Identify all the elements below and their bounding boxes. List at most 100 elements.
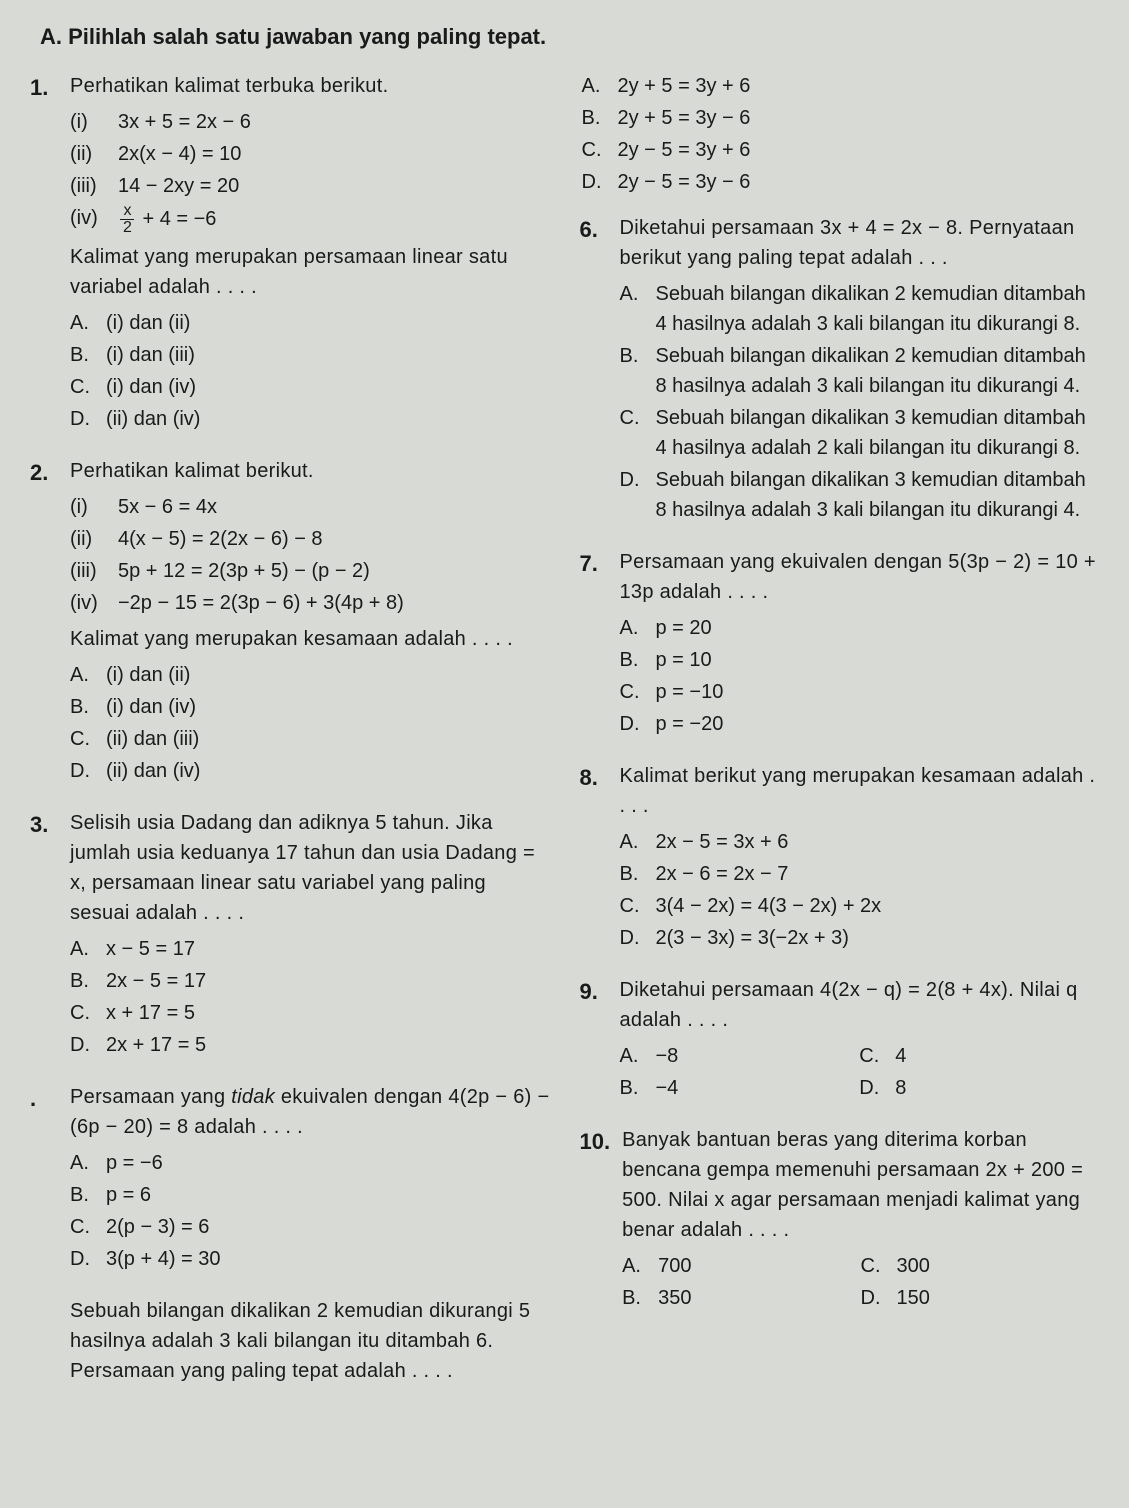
- option-text: 4: [895, 1041, 1099, 1071]
- option: C. 4: [859, 1041, 1099, 1071]
- option-label: C.: [70, 1212, 96, 1242]
- options: A.2x − 5 = 3x + 6B.2x − 6 = 2x − 7C.3(4 …: [620, 827, 1100, 953]
- sub-item-label: (ii): [70, 524, 110, 554]
- question: .Persamaan yang tidak ekuivalen dengan 4…: [30, 1082, 550, 1276]
- option-label: C.: [582, 135, 608, 165]
- option-label: C.: [620, 891, 646, 921]
- question-stem-2: Kalimat yang merupakan persamaan linear …: [70, 242, 550, 302]
- option-text: 150: [897, 1283, 1099, 1313]
- option-text: (ii) dan (iii): [106, 724, 550, 754]
- sub-item-label: (ii): [70, 139, 110, 169]
- option-label: D.: [582, 167, 608, 197]
- question-body: Persamaan yang tidak ekuivalen dengan 4(…: [70, 1082, 550, 1276]
- option-text: p = −6: [106, 1148, 550, 1178]
- question: 7.Persamaan yang ekuivalen dengan 5(3p −…: [580, 547, 1100, 741]
- option-label: D.: [861, 1283, 887, 1313]
- option: B. 2y + 5 = 3y − 6: [582, 103, 1100, 133]
- option: D. p = −20: [620, 709, 1100, 739]
- option: C.(i) dan (iv): [70, 372, 550, 402]
- option-label: B.: [70, 1180, 96, 1210]
- option-label: A.: [70, 934, 96, 964]
- option-text: 2x − 5 = 3x + 6: [656, 827, 1100, 857]
- sub-item-label: (iii): [70, 556, 110, 586]
- question-number: .: [30, 1082, 58, 1276]
- option-label: D.: [620, 709, 646, 739]
- sub-item: (iii) 5p + 12 = 2(3p + 5) − (p − 2): [70, 556, 550, 586]
- right-column: A. 2y + 5 = 3y + 6 B. 2y + 5 = 3y − 6 C. 2y −…: [580, 71, 1100, 1412]
- question-body: Persamaan yang ekuivalen dengan 5(3p − 2…: [620, 547, 1100, 741]
- options: A.Sebuah bilangan dikalikan 2 kemudian d…: [620, 279, 1100, 525]
- question-number: 9.: [580, 975, 608, 1105]
- option-label: C.: [70, 724, 96, 754]
- option-label: A.: [70, 308, 96, 338]
- question-stem: Banyak bantuan beras yang diterima korba…: [622, 1125, 1099, 1245]
- option: A.(i) dan (ii): [70, 660, 550, 690]
- question-body: Banyak bantuan beras yang diterima korba…: [622, 1125, 1099, 1315]
- option: B.p = 10: [620, 645, 1100, 675]
- option-text: 2y − 5 = 3y − 6: [618, 167, 1100, 197]
- option-label: A.: [582, 71, 608, 101]
- option: B.Sebuah bilangan dikalikan 2 kemudian d…: [620, 341, 1100, 401]
- option-label: B.: [620, 1073, 646, 1103]
- option-text: 2x − 6 = 2x − 7: [656, 859, 1100, 889]
- sub-item-text: −2p − 15 = 2(3p − 6) + 3(4p + 8): [118, 588, 404, 618]
- option-label: B.: [70, 692, 96, 722]
- option-text: 350: [658, 1283, 860, 1313]
- question: Sebuah bilangan dikalikan 2 kemudian dik…: [30, 1296, 550, 1392]
- option: D.(ii) dan (iv): [70, 404, 550, 434]
- option: A. 700: [622, 1251, 860, 1281]
- question: 3.Selisih usia Dadang dan adiknya 5 tahu…: [30, 808, 550, 1062]
- option-label: C.: [70, 372, 96, 402]
- sub-item-text: 5x − 6 = 4x: [118, 492, 217, 522]
- option-label: D.: [70, 1244, 96, 1274]
- sub-item: (ii)2x(x − 4) = 10: [70, 139, 550, 169]
- left-column: 1.Perhatikan kalimat terbuka berikut.(i)…: [30, 71, 550, 1412]
- option: B. (i) dan (iii): [70, 340, 550, 370]
- question-body: Diketahui persamaan 3x + 4 = 2x − 8. Per…: [620, 213, 1100, 527]
- option: C. (ii) dan (iii): [70, 724, 550, 754]
- option: C.3(4 − 2x) = 4(3 − 2x) + 2x: [620, 891, 1100, 921]
- option: D.8: [859, 1073, 1099, 1103]
- section-header: A. Pilihlah salah satu jawaban yang pali…: [30, 20, 1099, 53]
- option-label: B.: [70, 340, 96, 370]
- option-text: Sebuah bilangan dikalikan 3 kemudian dit…: [656, 465, 1100, 525]
- option: B.(i) dan (iv): [70, 692, 550, 722]
- option-text: p = 10: [656, 645, 1100, 675]
- option-text: 700: [658, 1251, 860, 1281]
- sub-item-text: 5p + 12 = 2(3p + 5) − (p − 2): [118, 556, 370, 586]
- option: B.−4: [620, 1073, 860, 1103]
- question: 10.Banyak bantuan beras yang diterima ko…: [580, 1125, 1100, 1315]
- question-stem: Perhatikan kalimat berikut.: [70, 456, 550, 486]
- option-text: 300: [897, 1251, 1099, 1281]
- option-text: (i) dan (iii): [106, 340, 550, 370]
- question: 9.Diketahui persamaan 4(2x − q) = 2(8 + …: [580, 975, 1100, 1105]
- option-label: B.: [582, 103, 608, 133]
- question: 8.Kalimat berikut yang merupakan kesamaa…: [580, 761, 1100, 955]
- option-label: B.: [622, 1283, 648, 1313]
- sub-items: (i)5x − 6 = 4x(ii)4(x − 5) = 2(2x − 6) −…: [70, 492, 550, 618]
- question-body: Sebuah bilangan dikalikan 2 kemudian dik…: [70, 1296, 550, 1392]
- option-label: D.: [620, 465, 646, 525]
- option-text: 3(p + 4) = 30: [106, 1244, 550, 1274]
- option: B.2x − 6 = 2x − 7: [620, 859, 1100, 889]
- sub-item-text: 4(x − 5) = 2(2x − 6) − 8: [118, 524, 323, 554]
- option: A. x − 5 = 17: [70, 934, 550, 964]
- option-text: 2x + 17 = 5: [106, 1030, 550, 1060]
- options: A.(i) dan (ii)B.(i) dan (iv)C. (ii) dan (…: [70, 660, 550, 786]
- options: A.x − 5 = 17B.2x − 5 = 17C.x + 17 = 5D.2…: [70, 934, 550, 1060]
- option-label: C.: [859, 1041, 885, 1071]
- option-text: 2y + 5 = 3y + 6: [618, 71, 1100, 101]
- option: D.2(3 − 3x) = 3(−2x + 3): [620, 923, 1100, 953]
- option: C.p = −10: [620, 677, 1100, 707]
- option-label: A.: [622, 1251, 648, 1281]
- option-text: 2x − 5 = 17: [106, 966, 550, 996]
- sub-item-text: 14 − 2xy = 20: [118, 171, 239, 201]
- option: A.2x − 5 = 3x + 6: [620, 827, 1100, 857]
- option: B. 350: [622, 1283, 860, 1313]
- option-text: 2y + 5 = 3y − 6: [618, 103, 1100, 133]
- option-text: 2y − 5 = 3y + 6: [618, 135, 1100, 165]
- options: A.p = 20B.p = 10C.p = −10D.p = −20: [620, 613, 1100, 739]
- option-text: x − 5 = 17: [106, 934, 550, 964]
- option-text: 8: [895, 1073, 1099, 1103]
- option-text: p = −20: [656, 709, 1100, 739]
